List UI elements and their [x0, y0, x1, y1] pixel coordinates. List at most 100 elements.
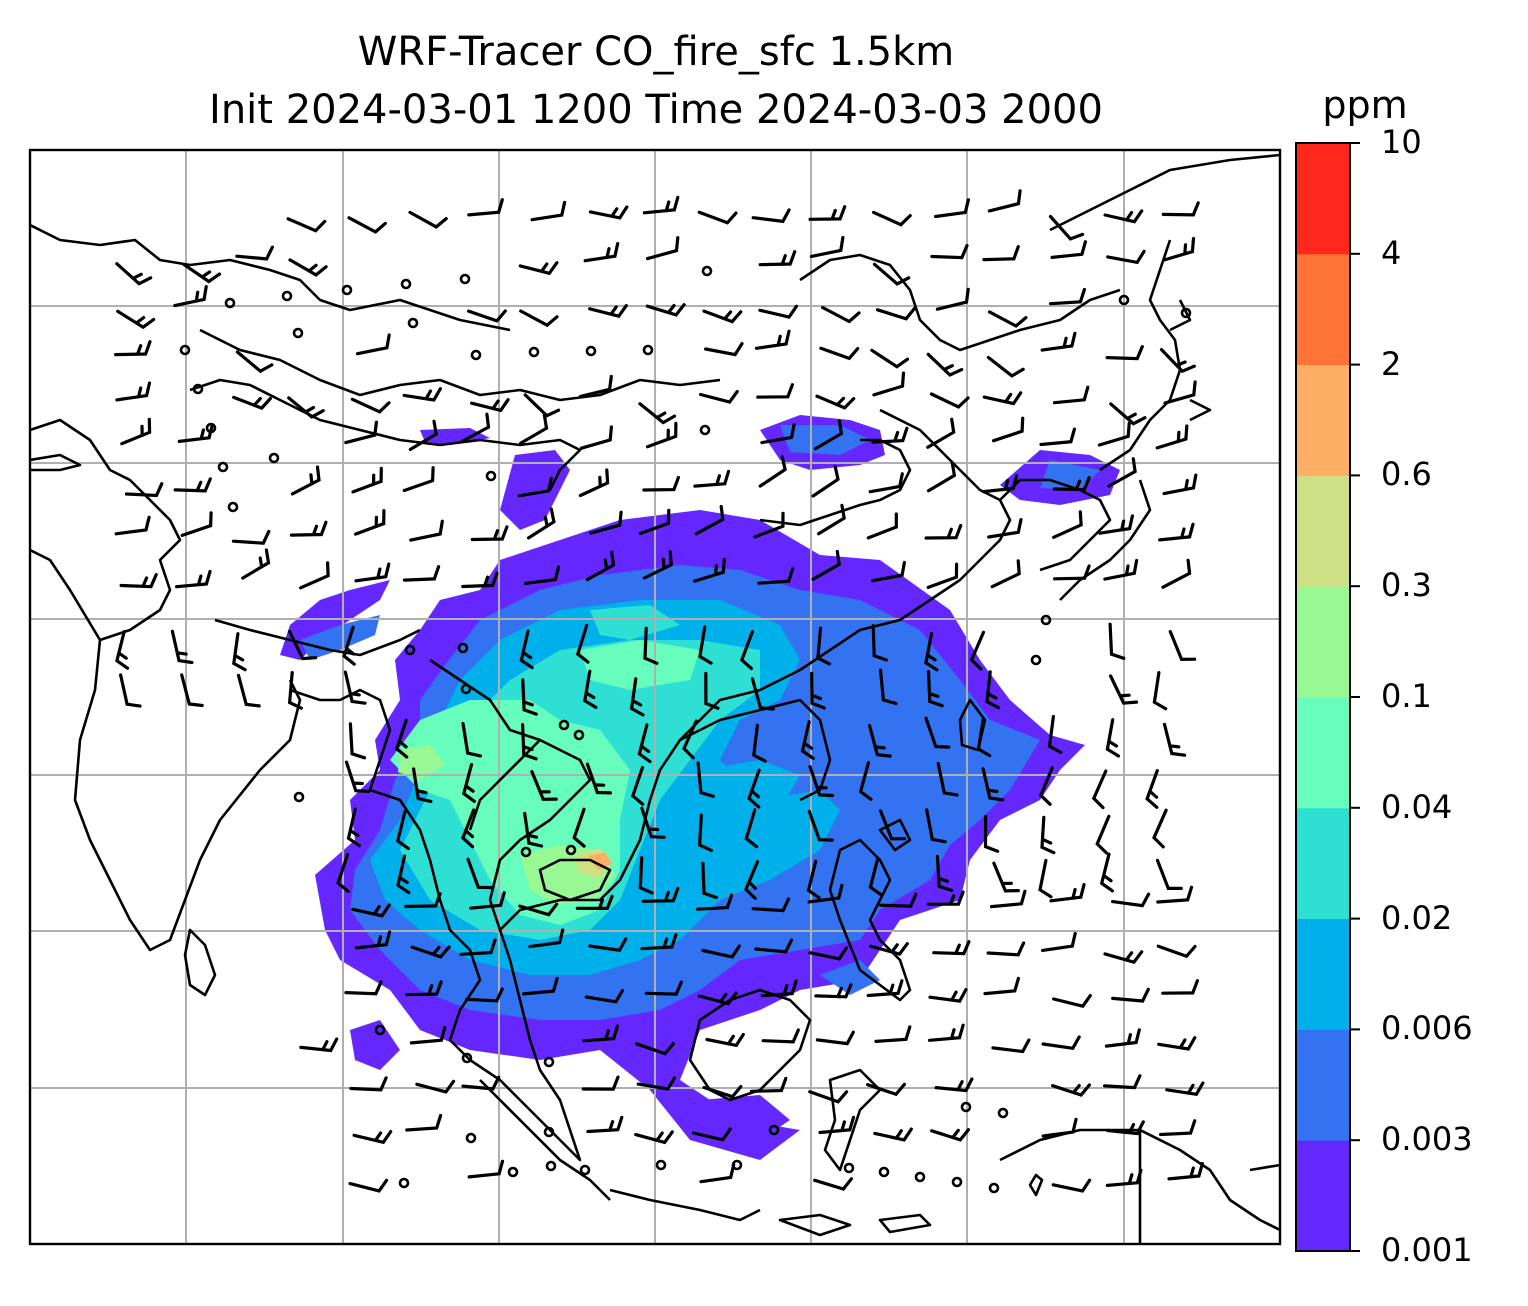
wind-barb [1048, 214, 1085, 241]
wind-barb [1051, 1178, 1092, 1193]
wind-barb [982, 391, 1023, 406]
wind-barb [232, 395, 272, 410]
wind-barb [405, 980, 443, 997]
wind-barb-calm [281, 290, 293, 302]
wind-barb [758, 304, 798, 319]
papua-coast [999, 1128, 1280, 1232]
wind-barb [235, 350, 274, 374]
china-coast [679, 408, 1012, 741]
wind-barb [336, 852, 350, 893]
wind-barb [1041, 1035, 1081, 1051]
wind-barb [235, 245, 274, 261]
wind-barb [987, 518, 1023, 539]
wind-barb [992, 861, 1020, 893]
wind-barb [926, 669, 944, 708]
wind-barb [641, 886, 680, 903]
wind-barb [578, 374, 613, 398]
wind-barb [744, 808, 759, 849]
wind-barb [976, 717, 992, 758]
wind-barb-calm [843, 1162, 855, 1174]
wind-barb [754, 938, 794, 954]
wind-barb [1155, 858, 1183, 890]
wind-barb [355, 333, 391, 356]
wind-barb [348, 722, 367, 760]
colorbar-tick-label: 0.006 [1381, 1009, 1473, 1048]
wind-barb [758, 455, 787, 488]
wind-barb [642, 550, 673, 580]
wind-barb-calm [543, 1056, 555, 1068]
wind-barb [879, 809, 907, 841]
wind-barb [992, 416, 1025, 443]
wind-barb [467, 309, 507, 323]
wind-barb [866, 1082, 906, 1097]
wind-barb [170, 629, 194, 665]
wind-barb-calm [293, 791, 305, 803]
wind-barb [528, 928, 565, 949]
wind-barb-calm [573, 729, 585, 741]
wind-barb [697, 991, 738, 1006]
wind-barb [241, 548, 271, 580]
wind-barb-calm [545, 1160, 557, 1172]
wind-barb [749, 1076, 788, 1093]
wind-barb [638, 402, 677, 425]
wind-barb [1159, 348, 1196, 374]
wind-barb-calm [768, 1124, 780, 1136]
wind-barb-calm [988, 1182, 1000, 1194]
wind-barb [354, 562, 391, 583]
wind-barb [806, 859, 821, 900]
wind-barb [819, 346, 860, 361]
wind-barb-calm [579, 1164, 591, 1176]
wind-barb [1108, 622, 1126, 660]
wind-barb [811, 549, 841, 581]
wind-barb [1041, 1117, 1078, 1138]
wind-barb [934, 198, 970, 219]
wind-barb [751, 897, 791, 913]
wind-barb [868, 472, 904, 494]
colorbar-segment [1296, 253, 1350, 366]
wind-barb [412, 767, 433, 803]
wind-barb [926, 890, 965, 906]
wind-barb-calm [292, 327, 304, 339]
wind-barb [114, 515, 151, 536]
wind-barb [395, 810, 410, 850]
wind-barb-calm [217, 461, 229, 473]
wind-barb [751, 208, 791, 224]
wind-barb [522, 977, 559, 996]
wind-barb [987, 189, 1022, 213]
wind-barb [866, 512, 898, 540]
wind-barb [1161, 558, 1192, 589]
wind-barb-calm [701, 265, 713, 277]
colorbar-tick-label: 0.02 [1381, 898, 1453, 937]
wind-barb [288, 258, 328, 277]
wind-barb [572, 807, 586, 848]
wind-barb [581, 1075, 620, 1091]
colorbar-unit-label: ppm [1322, 83, 1408, 127]
wind-barb [871, 560, 906, 583]
wind-barb [1163, 380, 1197, 405]
wind-barb [469, 891, 506, 910]
wind-barb [1105, 718, 1121, 758]
wind-barb-calm [1040, 614, 1052, 626]
wind-barb [930, 244, 969, 260]
wind-barb [405, 1113, 443, 1132]
colorbar-segment [1296, 1140, 1350, 1252]
wind-barb [352, 1130, 393, 1145]
wind-barb [753, 511, 785, 539]
wind-barb [589, 510, 623, 535]
wind-barb [924, 716, 951, 749]
wind-barb [344, 980, 383, 996]
wind-barb [1104, 1028, 1141, 1048]
wind-barb [869, 942, 909, 956]
wind-barb [696, 761, 715, 798]
wind-barb [288, 629, 318, 661]
wind-barb [761, 1028, 800, 1044]
wind-barb [1155, 424, 1189, 450]
colorbar-tick-label: 2 [1381, 344, 1402, 383]
wind-barb [231, 529, 271, 545]
wind-barb-calm [224, 297, 236, 309]
wind-barb-calm [642, 344, 654, 356]
wind-barb [396, 854, 411, 895]
wind-barb-calm [997, 1107, 1009, 1119]
wind-barb [1040, 331, 1077, 352]
wind-barb [982, 245, 1020, 262]
